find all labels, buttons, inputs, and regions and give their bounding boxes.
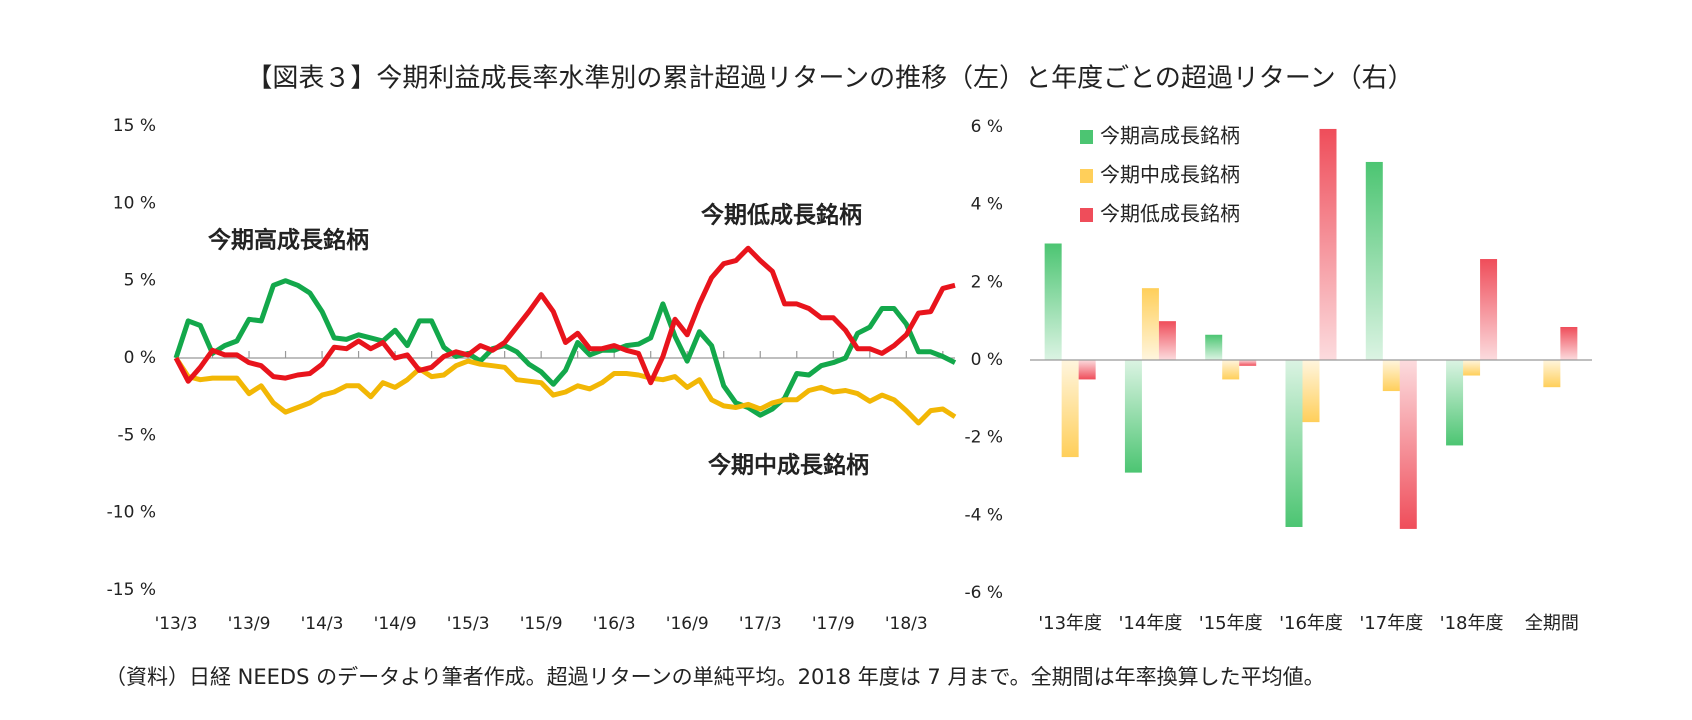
series-label: 今期低成長銘柄	[701, 202, 862, 229]
source-note: （資料）日経 NEEDS のデータより筆者作成。超過リターンの単純平均。2018…	[105, 665, 1325, 689]
bar	[1446, 360, 1464, 446]
y-tick-label: 2 %	[971, 272, 1003, 292]
y-tick-label: 0 %	[124, 348, 156, 368]
legend-label: 今期低成長銘柄	[1100, 202, 1240, 226]
x-tick-label: '16/9	[666, 614, 709, 634]
y-tick-label: 4 %	[971, 195, 1003, 215]
figure-title: 【図表３】今期利益成長率水準別の累計超過リターンの推移（左）と年度ごとの超過リタ…	[246, 64, 1413, 94]
bar	[1543, 360, 1561, 388]
x-tick-label: '13/9	[228, 614, 271, 634]
bar	[1061, 360, 1079, 458]
legend-label: 今期中成長銘柄	[1100, 163, 1240, 187]
bar	[1158, 321, 1176, 360]
x-tick-label: '13年度	[1038, 613, 1102, 634]
y-tick-label: 10 %	[113, 193, 156, 213]
x-tick-label: '16年度	[1279, 613, 1343, 634]
y-tick-label: -15 %	[107, 580, 156, 600]
x-tick-label: '13/3	[155, 614, 198, 634]
y-tick-label: 0 %	[971, 350, 1003, 370]
bar	[1239, 360, 1257, 366]
bar	[1382, 360, 1400, 392]
bar	[1222, 360, 1240, 380]
series-line	[173, 245, 956, 386]
bar	[1044, 243, 1062, 360]
legend-marker	[1080, 169, 1093, 183]
x-tick-label: '17/9	[812, 614, 855, 634]
x-tick-label: '18/3	[885, 614, 928, 634]
y-tick-label: 15 %	[113, 116, 156, 136]
y-tick-label: -2 %	[964, 428, 1003, 448]
bar	[1463, 360, 1481, 376]
series-label: 今期高成長銘柄	[208, 227, 369, 254]
x-tick-label: '17年度	[1359, 613, 1423, 634]
x-tick-label: '14/9	[374, 614, 417, 634]
bar	[1078, 360, 1096, 380]
bar	[1480, 259, 1498, 360]
x-tick-label: '17/3	[739, 614, 782, 634]
bar	[1285, 360, 1303, 527]
bar	[1205, 334, 1223, 360]
y-tick-label: -6 %	[964, 583, 1003, 603]
x-tick-label: '14/3	[301, 614, 344, 634]
bar	[1399, 360, 1417, 529]
x-tick-label: 全期間	[1525, 613, 1579, 634]
bar	[1319, 128, 1337, 360]
bar	[1302, 360, 1320, 423]
y-tick-label: -10 %	[107, 503, 156, 523]
series-line	[173, 356, 957, 426]
legend-marker	[1080, 130, 1093, 144]
legend-marker	[1080, 208, 1093, 222]
bar	[1141, 288, 1159, 360]
x-tick-label: '15年度	[1199, 613, 1263, 634]
y-tick-label: -5 %	[117, 425, 156, 445]
x-tick-label: '18年度	[1440, 613, 1504, 634]
bar	[1124, 360, 1142, 473]
series-label: 今期中成長銘柄	[708, 452, 869, 479]
bar	[1560, 326, 1578, 360]
bar	[1365, 161, 1383, 360]
y-tick-label: -4 %	[964, 505, 1003, 525]
legend-label: 今期高成長銘柄	[1100, 124, 1240, 148]
x-tick-label: '15/9	[520, 614, 563, 634]
y-tick-label: 5 %	[124, 271, 156, 291]
x-tick-label: '16/3	[593, 614, 636, 634]
y-tick-label: 6 %	[971, 117, 1003, 137]
x-tick-label: '15/3	[447, 614, 490, 634]
series-line	[173, 278, 957, 418]
x-tick-label: '14年度	[1118, 613, 1182, 634]
